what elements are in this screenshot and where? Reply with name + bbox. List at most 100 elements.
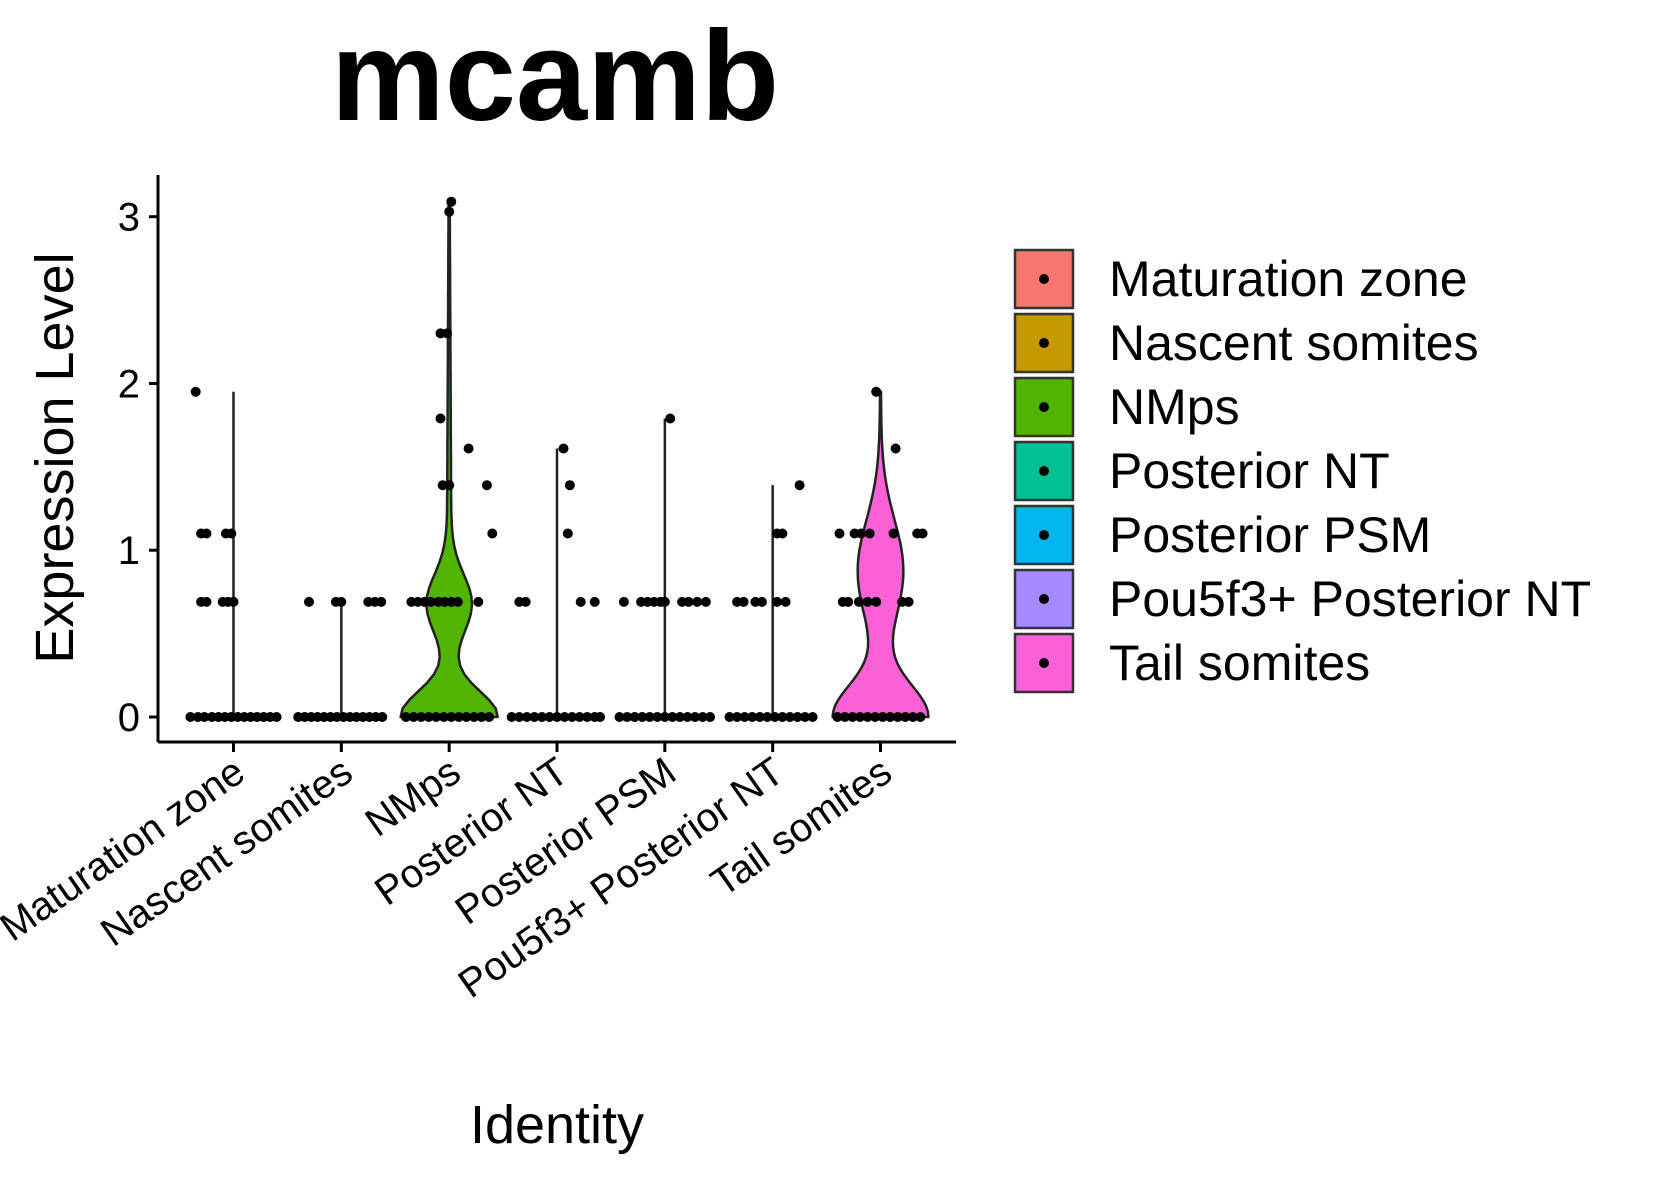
data-point — [506, 712, 517, 722]
y-axis-ticks: 0 1 2 3 — [118, 196, 158, 740]
data-point — [228, 596, 239, 607]
data-point — [618, 596, 629, 607]
data-point — [452, 596, 463, 607]
data-point — [446, 712, 457, 722]
data-point — [915, 712, 926, 722]
data-point — [614, 712, 625, 722]
legend-dot-icon — [1039, 466, 1049, 476]
data-point — [700, 596, 711, 607]
data-point — [520, 596, 531, 607]
data-point — [336, 596, 347, 607]
data-point — [769, 712, 780, 722]
data-point — [739, 712, 750, 722]
violin-group — [724, 480, 818, 722]
data-point — [834, 528, 845, 539]
data-point — [484, 712, 495, 722]
data-point — [792, 712, 803, 722]
data-point — [832, 712, 843, 722]
legend-item: Maturation zone — [1013, 248, 1468, 310]
data-point — [575, 596, 586, 607]
data-point — [595, 712, 606, 722]
data-point — [683, 596, 694, 607]
data-point — [476, 712, 487, 722]
data-point — [705, 712, 716, 722]
violin-group — [506, 443, 606, 722]
legend-dot-icon — [1039, 530, 1049, 540]
data-point — [435, 413, 446, 424]
x-axis-title: Identity — [470, 1095, 644, 1155]
data-point — [461, 712, 472, 722]
y-axis-title: Expression Level — [25, 252, 85, 663]
plot-area — [185, 196, 930, 722]
data-point — [885, 712, 896, 722]
data-point — [652, 712, 663, 722]
data-point — [697, 712, 708, 722]
chart-title: mcamb — [331, 5, 779, 148]
legend-label: Maturation zone — [1109, 251, 1468, 307]
data-point — [665, 413, 676, 424]
y-tick-label: 0 — [118, 696, 140, 740]
data-point — [856, 528, 867, 539]
data-point — [777, 528, 788, 539]
legend: Maturation zone Nascent somites NMps Poster… — [1013, 248, 1591, 694]
data-point — [304, 596, 314, 607]
data-point — [416, 712, 427, 722]
data-point — [917, 528, 928, 539]
data-point — [481, 480, 492, 491]
legend-dot-icon — [1039, 594, 1049, 604]
data-point — [529, 712, 540, 722]
data-point — [185, 712, 196, 722]
data-point — [724, 712, 735, 722]
legend-label: NMps — [1109, 379, 1240, 435]
data-point — [843, 596, 854, 607]
data-point — [862, 712, 873, 722]
legend-dot-icon — [1039, 338, 1049, 348]
legend-dot-icon — [1039, 658, 1049, 668]
data-point — [444, 480, 455, 491]
data-point — [201, 528, 212, 539]
legend-label: Nascent somites — [1109, 315, 1479, 371]
y-tick-label: 3 — [118, 196, 140, 240]
data-point — [190, 386, 201, 397]
data-point — [377, 712, 388, 722]
data-point — [738, 596, 749, 607]
data-point — [199, 712, 210, 722]
data-point — [777, 712, 788, 722]
violin-group — [614, 413, 716, 722]
data-point — [772, 596, 782, 607]
data-point — [864, 528, 875, 539]
data-point — [890, 443, 901, 454]
data-point — [871, 386, 882, 397]
data-point — [552, 712, 562, 722]
data-point — [877, 712, 888, 722]
data-point — [784, 712, 795, 722]
violin-shape — [831, 390, 930, 719]
data-point — [473, 596, 484, 607]
data-point — [903, 596, 914, 607]
data-point — [425, 596, 436, 607]
data-point — [800, 712, 810, 722]
legend-item: Posterior PSM — [1013, 504, 1431, 566]
data-point — [888, 528, 899, 539]
data-point — [544, 712, 555, 722]
data-point — [442, 328, 452, 339]
data-point — [692, 596, 703, 607]
data-point — [444, 206, 455, 217]
data-point — [870, 712, 881, 722]
data-point — [589, 596, 600, 607]
data-point — [732, 712, 743, 722]
data-point — [839, 712, 850, 722]
data-point — [453, 712, 464, 722]
data-point — [226, 528, 237, 539]
data-point — [659, 596, 670, 607]
data-point — [637, 712, 648, 722]
data-point — [558, 443, 569, 454]
data-point — [780, 596, 791, 607]
data-point — [574, 712, 585, 722]
data-point — [423, 712, 434, 722]
data-point — [521, 712, 532, 722]
legend-label: Posterior PSM — [1109, 507, 1431, 563]
legend-item: Pou5f3+ Posterior NT — [1013, 568, 1591, 630]
violin-group — [293, 596, 388, 722]
